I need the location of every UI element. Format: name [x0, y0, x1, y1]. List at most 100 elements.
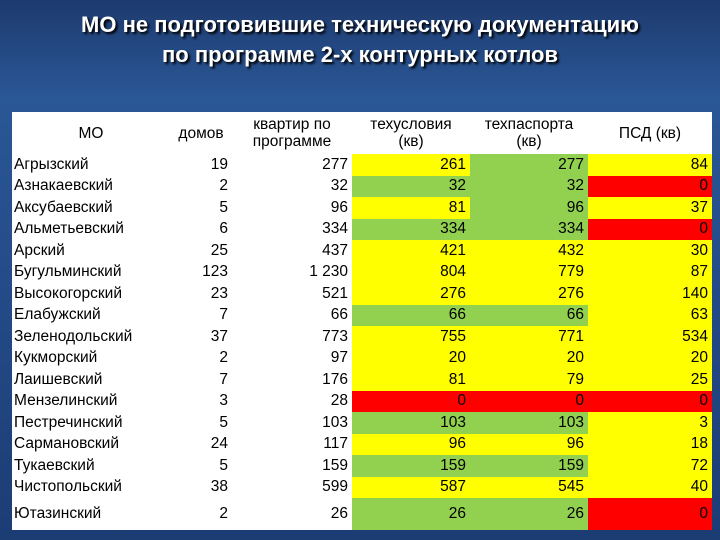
table-cell: 277 — [470, 154, 588, 176]
table-cell: 87 — [588, 261, 712, 283]
table-cell: 159 — [470, 455, 588, 477]
table-cell: 20 — [588, 347, 712, 369]
table-cell: 20 — [352, 347, 470, 369]
table-cell: 103 — [352, 412, 470, 434]
table-cell: 5 — [219, 413, 228, 431]
table-cell: 103 — [470, 412, 588, 434]
table-cell: 38 — [210, 478, 228, 496]
table-cell: 24 — [210, 435, 228, 453]
table-cell: 40 — [588, 476, 712, 498]
table-cell: 63 — [588, 304, 712, 326]
table-cell: 755 — [352, 326, 470, 348]
row-label: Высокогорский — [14, 284, 123, 302]
table-cell: 773 — [322, 327, 348, 345]
table-row: Кукморский 2 97 20 20 20 — [12, 347, 712, 369]
table-cell: 0 — [470, 390, 588, 412]
row-label: Аксубаевский — [14, 198, 113, 216]
table-cell: 66 — [330, 306, 348, 324]
table-row: Агрызский 19 277 261 277 84 — [12, 154, 712, 176]
header-cell: МО — [78, 124, 104, 142]
table-cell: 3 — [588, 412, 712, 434]
table-cell: 25 — [588, 369, 712, 391]
row-label: Кукморский — [14, 349, 98, 367]
table-cell: 30 — [588, 240, 712, 262]
table-cell: 587 — [352, 476, 470, 498]
row-label: Агрызский — [14, 155, 89, 173]
table-cell: 159 — [352, 455, 470, 477]
title-line: по программе 2-х контурных котлов — [162, 42, 558, 67]
table-cell: 261 — [352, 154, 470, 176]
table-cell: 37 — [210, 327, 228, 345]
header-cell: квартир по программе — [252, 116, 332, 150]
row-label: Ютазинский — [14, 505, 102, 522]
table-cell: 103 — [322, 413, 348, 431]
row-label: Мензелинский — [14, 392, 118, 410]
table-cell: 7 — [219, 306, 228, 324]
table: МО домов квартир по программе техусловия (к… — [12, 112, 712, 530]
table-cell: 26 — [352, 498, 470, 530]
row-label: Бугульминский — [14, 263, 122, 281]
table-cell: 3 — [219, 392, 228, 410]
table-cell: 779 — [470, 261, 588, 283]
table-row: Альметьевский 6 334 334 334 0 — [12, 218, 712, 240]
table-cell: 23 — [210, 284, 228, 302]
table-cell: 66 — [352, 304, 470, 326]
table-cell: 72 — [588, 455, 712, 477]
table-cell: 334 — [322, 220, 348, 238]
header-cell: домов — [178, 124, 224, 142]
table-cell: 32 — [470, 175, 588, 197]
table-cell: 97 — [330, 349, 348, 367]
header-cell: техусловия (кв) — [370, 116, 452, 150]
table-cell: 159 — [322, 456, 348, 474]
table-cell: 96 — [470, 197, 588, 219]
table-cell: 18 — [588, 433, 712, 455]
table-cell: 117 — [323, 435, 348, 453]
table-cell: 96 — [470, 433, 588, 455]
table-cell: 0 — [588, 498, 712, 530]
table-cell: 545 — [470, 476, 588, 498]
table-cell: 0 — [352, 390, 470, 412]
table-cell: 2 — [219, 349, 228, 367]
table-cell: 599 — [322, 478, 348, 496]
table-cell: 66 — [470, 304, 588, 326]
row-label: Азнакаевский — [14, 177, 113, 195]
table-cell: 140 — [588, 283, 712, 305]
table-cell: 26 — [470, 498, 588, 530]
table-cell: 334 — [352, 218, 470, 240]
table-cell: 334 — [470, 218, 588, 240]
table-cell: 0 — [588, 175, 712, 197]
title-line: МО не подготовившие техническую документ… — [81, 12, 639, 37]
header-row: МО домов квартир по программе техусловия (к… — [12, 112, 712, 154]
table-cell: 2 — [219, 177, 228, 195]
table-cell: 81 — [352, 197, 470, 219]
table-cell: 25 — [210, 241, 228, 259]
row-label: Альметьевский — [14, 220, 124, 238]
table-body: Агрызский 19 277 261 277 84 Азнакаевский 2 32 32 3… — [12, 154, 712, 530]
table-row: Тукаевский 5 159 159 159 72 — [12, 455, 712, 477]
table-cell: 6 — [219, 220, 228, 238]
row-label: Сармановский — [14, 435, 119, 453]
table-row: Азнакаевский 2 32 32 32 0 — [12, 175, 712, 197]
table-cell: 804 — [352, 261, 470, 283]
table-cell: 79 — [470, 369, 588, 391]
table-cell: 437 — [322, 241, 348, 259]
table-cell: 276 — [352, 283, 470, 305]
table-cell: 176 — [322, 370, 348, 388]
table-cell: 5 — [219, 456, 228, 474]
table-cell: 432 — [470, 240, 588, 262]
table-row: Сармановский 24 117 96 96 18 — [12, 433, 712, 455]
table-cell: 521 — [322, 284, 348, 302]
table-cell: 26 — [330, 505, 348, 522]
row-label: Чистопольский — [14, 478, 122, 496]
header-cell: техпаспорта (кв) — [484, 116, 574, 150]
table-cell: 771 — [470, 326, 588, 348]
table-row: Мензелинский 3 28 0 0 0 — [12, 390, 712, 412]
row-label: Тукаевский — [14, 456, 95, 474]
table-cell: 2 — [219, 505, 228, 522]
table-row: Аксубаевский 5 96 81 96 37 — [12, 197, 712, 219]
table-cell: 5 — [219, 198, 228, 216]
row-label: Пестречинский — [14, 413, 123, 431]
table-row: Чистопольский 38 599 587 545 40 — [12, 476, 712, 498]
table-cell: 20 — [470, 347, 588, 369]
